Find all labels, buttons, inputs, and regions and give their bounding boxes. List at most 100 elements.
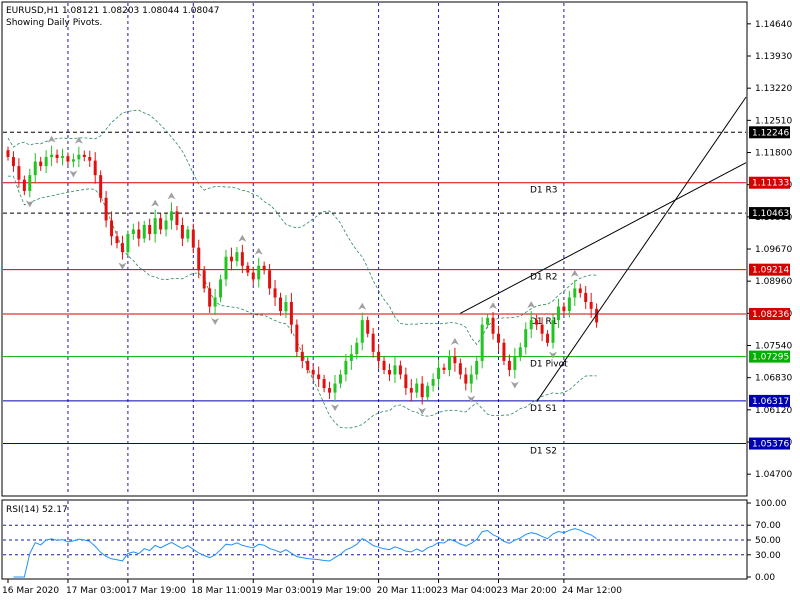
candle-body: [398, 365, 402, 375]
candle-body: [61, 156, 64, 158]
candle-body: [491, 317, 495, 334]
candle-body: [240, 252, 244, 266]
main-panel: [1, 1, 748, 497]
fractal-up: [450, 337, 459, 345]
price-tick-label: 1.07540: [755, 341, 792, 351]
grid-lines: [67, 3, 565, 578]
candle-body: [66, 156, 70, 162]
trend-channel[interactable]: [460, 96, 747, 402]
candle-body: [110, 220, 114, 237]
time-tick-label: 16 Mar 2020: [2, 586, 59, 596]
price-tick-label: 1.06120: [755, 406, 792, 416]
candle-body: [295, 324, 299, 352]
price-tick-label: 1.08960: [755, 277, 792, 287]
time-axis[interactable]: 16 Mar 2020 17 Mar 03:00 17 Mar 19:00 18 Ma…: [2, 579, 622, 596]
price-tick-label: 1.14640: [755, 20, 792, 30]
pivot-price-box: [749, 437, 790, 450]
candle-body: [219, 279, 223, 298]
candle-body: [513, 356, 517, 370]
candle-body: [300, 351, 304, 361]
rsi-line: [13, 528, 597, 578]
fractal-down: [211, 318, 220, 326]
pivot-note: Showing Daily Pivots.: [6, 18, 102, 28]
fractal-up: [570, 269, 579, 277]
price-tick-label: 1.13930: [755, 52, 792, 62]
fractal-up: [151, 199, 160, 207]
fractal-down: [467, 395, 476, 403]
candle-body: [355, 342, 359, 355]
rsi-tick-label: 50.00: [755, 536, 781, 546]
time-tick-label: 19 Mar 03:00: [251, 586, 311, 596]
candle-body: [262, 265, 266, 271]
fractal-markers: [25, 135, 579, 415]
candle-body: [366, 320, 370, 334]
candle-body: [268, 270, 272, 289]
price-axis[interactable]: 1.146401.139301.132201.125101.118001.110…: [747, 20, 792, 480]
candle-body: [371, 333, 375, 352]
price-tick-label: 1.04700: [755, 470, 792, 480]
candle-body: [99, 175, 103, 198]
time-tick-label: 19 Mar 19:00: [311, 586, 371, 596]
rsi-grid-lines: [3, 524, 746, 556]
candle-body: [420, 383, 424, 398]
candle-body: [393, 365, 397, 375]
candle-body: [186, 229, 190, 239]
pivot-name: D1 S2: [530, 447, 557, 457]
candle-body: [284, 302, 288, 312]
candle-body: [164, 220, 168, 230]
pivot-name: D1 Pivot: [530, 360, 568, 370]
candle-body: [573, 288, 577, 298]
candle-body: [104, 197, 108, 221]
pivot-name: D1 R1: [530, 317, 558, 327]
candle-body: [333, 383, 337, 393]
candle-body: [142, 224, 146, 239]
candle-body: [88, 157, 92, 161]
marker-price-box: [749, 207, 790, 220]
channel-lower-line[interactable]: [536, 96, 747, 402]
fractal-up: [527, 301, 536, 309]
candle-body: [349, 354, 353, 361]
fractal-up: [47, 135, 56, 143]
symbol-info: EURUSD,H1 1.08121 1.08203 1.08044 1.0804…: [6, 6, 219, 16]
candle-body: [77, 154, 81, 160]
time-tick-label: 24 Mar 12:00: [562, 586, 622, 596]
candle-body: [518, 347, 522, 357]
rsi-tick-label: 70.00: [755, 521, 781, 531]
candle-body: [377, 351, 381, 361]
price-labels: 1.11133 1.09214 1.08236 1.07295 1.06317 1.053…: [749, 126, 790, 450]
candle-body: [507, 360, 511, 370]
time-tick-label: 23 Mar 04:00: [437, 586, 497, 596]
pivot-price-label: 1.05376: [752, 440, 789, 450]
rsi-tick-label: 30.00: [755, 551, 781, 561]
candle-body: [540, 324, 544, 334]
marker-price-box: [749, 126, 790, 139]
candle-body: [431, 379, 435, 386]
pivot-price-box: [749, 350, 790, 363]
candle-body: [191, 229, 195, 248]
pivot-name: D1 S1: [530, 404, 557, 414]
candle-body: [524, 329, 528, 348]
candle-body: [556, 306, 560, 321]
time-tick-label: 20 Mar 11:00: [377, 586, 437, 596]
pivot-price-label: 1.07295: [752, 353, 789, 363]
channel-upper-line[interactable]: [460, 162, 747, 314]
candle-body: [546, 333, 550, 343]
candle-body: [447, 356, 451, 370]
candle-body: [33, 161, 37, 176]
candle-body: [388, 369, 391, 375]
candle-body: [17, 166, 21, 180]
fractal-down: [549, 351, 557, 359]
candle-body: [317, 374, 321, 380]
candle-body: [202, 270, 206, 289]
candle-body: [344, 360, 348, 375]
candle-body: [584, 292, 588, 303]
candle-body: [475, 360, 479, 375]
fractal-up: [358, 302, 367, 310]
candle-body: [486, 317, 490, 325]
time-tick-label: 17 Mar 19:00: [126, 586, 186, 596]
candle-body: [229, 256, 233, 262]
fractal-up: [238, 234, 247, 242]
fractal-down: [331, 404, 339, 412]
fractal-up: [167, 192, 176, 200]
